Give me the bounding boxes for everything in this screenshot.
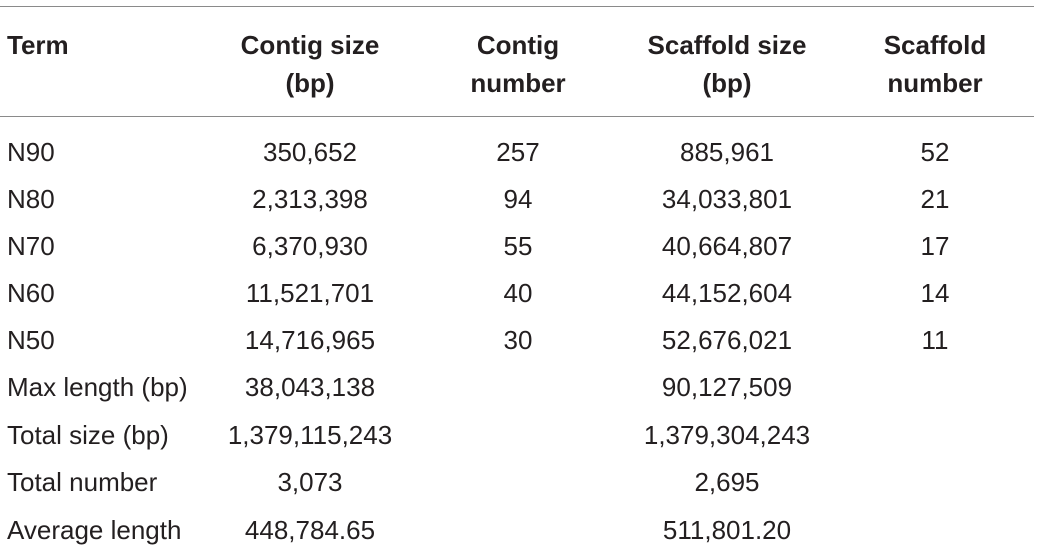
scaffold-size-cell: 34,033,801	[661, 184, 793, 214]
term-cell: N70	[7, 231, 55, 261]
scaffold-size-cell: 2,695	[694, 467, 760, 497]
header-contig-size-line1: Contig size	[240, 30, 380, 60]
header-contig-number-line2: number	[470, 68, 566, 98]
term-cell: N60	[7, 278, 55, 308]
term-cell: Average length	[7, 515, 182, 545]
table-row: N80 2,313,398 94 34,033,801 21	[0, 176, 1040, 223]
contig-size-cell: 38,043,138	[244, 372, 376, 402]
contig-size-cell: 350,652	[263, 137, 357, 167]
header-scaffold-number-line2: number	[887, 68, 983, 98]
header-scaffold-size: Scaffold size (bp)	[612, 26, 842, 102]
contig-size-cell: 1,379,115,243	[227, 420, 393, 450]
contig-number-cell: 94	[503, 184, 533, 214]
term-cell: Max length (bp)	[7, 372, 188, 402]
term-cell: N80	[7, 184, 55, 214]
header-contig-size-line2: (bp)	[285, 68, 335, 98]
term-cell: Total number	[7, 467, 158, 497]
header-contig-number-line1: Contig	[476, 30, 560, 60]
contig-number-cell: 30	[503, 325, 533, 355]
contig-number-cell: 55	[503, 231, 533, 261]
contig-size-cell: 448,784.65	[244, 515, 376, 545]
table-row: Average length 448,784.65 511,801.20	[0, 507, 1040, 554]
scaffold-size-cell: 52,676,021	[661, 325, 793, 355]
scaffold-size-cell: 1,379,304,243	[643, 420, 811, 450]
scaffold-size-cell: 90,127,509	[661, 372, 793, 402]
contig-size-cell: 6,370,930	[252, 231, 368, 261]
contig-number-cell: 257	[496, 137, 540, 167]
header-scaffold-number-line1: Scaffold	[883, 30, 987, 60]
header-contig-size: Contig size (bp)	[210, 26, 410, 102]
scaffold-number-cell: 11	[921, 325, 949, 355]
table-header-rule	[0, 116, 1034, 117]
term-cell: N90	[7, 137, 55, 167]
scaffold-size-cell: 885,961	[680, 137, 774, 167]
scaffold-number-cell: 17	[920, 231, 950, 261]
term-cell: N50	[7, 325, 55, 355]
table-row: N90 350,652 257 885,961 52	[0, 129, 1040, 176]
header-scaffold-size-line2: (bp)	[702, 68, 752, 98]
table-row: N60 11,521,701 40 44,152,604 14	[0, 270, 1040, 317]
contig-size-cell: 2,313,398	[252, 184, 368, 214]
header-term-line1: Term	[7, 30, 69, 60]
scaffold-number-cell: 21	[920, 184, 950, 214]
table-row: N70 6,370,930 55 40,664,807 17	[0, 223, 1040, 270]
header-contig-number: Contig number	[448, 26, 588, 102]
contig-number-cell: 40	[503, 278, 533, 308]
table-top-rule	[0, 6, 1034, 7]
table-row: Max length (bp) 38,043,138 90,127,509	[0, 364, 1040, 411]
term-cell: Total size (bp)	[7, 420, 169, 450]
header-term: Term	[7, 26, 69, 64]
header-scaffold-number: Scaffold number	[860, 26, 1010, 102]
contig-size-cell: 11,521,701	[245, 278, 375, 308]
header-scaffold-size-line1: Scaffold size	[647, 30, 807, 60]
scaffold-size-cell: 40,664,807	[661, 231, 793, 261]
contig-size-cell: 14,716,965	[244, 325, 376, 355]
scaffold-size-cell: 44,152,604	[661, 278, 793, 308]
scaffold-size-cell: 511,801.20	[662, 515, 792, 545]
scaffold-number-cell: 14	[920, 278, 950, 308]
scaffold-number-cell: 52	[920, 137, 950, 167]
contig-size-cell: 3,073	[277, 467, 343, 497]
table-row: Total size (bp) 1,379,115,243 1,379,304,24…	[0, 412, 1040, 459]
table-row: Total number 3,073 2,695	[0, 459, 1040, 506]
table-row: N50 14,716,965 30 52,676,021 11	[0, 317, 1040, 364]
